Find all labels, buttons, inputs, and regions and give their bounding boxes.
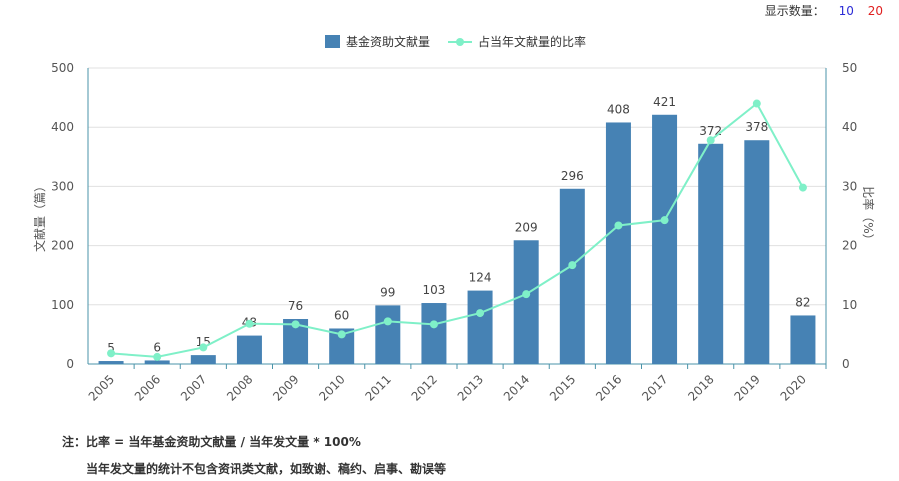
bar: [744, 140, 770, 364]
ratio-point: [522, 290, 531, 299]
legend-bar-label: 基金资助文献量: [346, 34, 430, 49]
y2-axis-title: 比率（%）: [861, 186, 876, 245]
x-tick-label: 2008: [224, 372, 255, 403]
y-axis-title: 文献量（篇）: [32, 180, 47, 252]
ratio-point: [798, 183, 807, 192]
bar: [513, 240, 539, 364]
ratio-point: [337, 330, 346, 339]
x-tick-label: 2017: [639, 372, 670, 403]
ratio-point: [568, 261, 577, 270]
bar-value-label: 76: [288, 299, 303, 313]
x-tick-label: 2012: [409, 372, 440, 403]
bar-value-label: 103: [422, 283, 445, 297]
x-tick-label: 2019: [731, 372, 762, 403]
bar-value-label: 99: [380, 285, 395, 299]
bar: [421, 303, 447, 364]
legend-line-marker: [456, 38, 464, 46]
ratio-point: [291, 320, 300, 329]
bar-value-label: 209: [515, 220, 538, 234]
bar: [236, 335, 262, 364]
y-tick-label: 500: [51, 61, 74, 75]
y2-tick-label: 40: [842, 120, 857, 134]
bar: [144, 360, 170, 364]
y2-tick-label: 50: [842, 61, 857, 75]
ratio-point: [476, 309, 485, 318]
display-count-control: 显示数量： 10 20: [765, 2, 883, 19]
bar: [652, 114, 678, 364]
y2-tick-label: 0: [842, 357, 850, 371]
display-count-10-option[interactable]: 10: [838, 4, 854, 18]
ratio-point: [383, 317, 392, 326]
bar-value-label: 6: [153, 340, 161, 354]
legend-bar-swatch: [325, 35, 340, 48]
x-tick-label: 2007: [178, 372, 209, 403]
bar: [698, 143, 724, 364]
bar-value-label: 421: [653, 95, 676, 109]
bar-value-label: 378: [745, 120, 768, 134]
bar-value-label: 60: [334, 308, 349, 322]
ratio-point: [752, 99, 761, 108]
y2-tick-label: 30: [842, 179, 857, 193]
bar-value-label: 82: [795, 295, 810, 309]
bar: [605, 122, 631, 365]
x-tick-label: 2005: [86, 372, 117, 403]
bar: [375, 305, 401, 364]
y-tick-label: 300: [51, 179, 74, 193]
legend-line-label: 占当年文献量的比率: [478, 34, 586, 49]
bar-value-label: 372: [699, 124, 722, 138]
bar-value-label: 5: [107, 341, 115, 355]
funding-literature-chart: 0 100 200 300 400 500 0 10 20 30 40 50 文献量（篇） 比率（%） 20…: [32, 34, 876, 404]
y-tick-label: 100: [51, 298, 74, 312]
display-count-label: 显示数量：: [764, 4, 825, 18]
x-tick-label: 2006: [132, 372, 163, 403]
x-tick-label: 2010: [316, 372, 347, 403]
y-tick-label: 200: [51, 239, 74, 253]
x-tick-label: 2013: [455, 372, 486, 403]
bar: [98, 361, 124, 364]
ratio-point: [429, 320, 438, 329]
note-line-2: 当年发文量的统计不包含资讯类文献，如致谢、稿约、启事、勘误等: [86, 462, 447, 476]
x-tick-label: 2011: [362, 372, 393, 403]
ratio-point: [245, 319, 254, 328]
x-tick-label: 2015: [547, 372, 578, 403]
bar: [190, 355, 216, 364]
bar-value-label: 408: [607, 102, 630, 116]
x-tick-label: 2009: [270, 372, 301, 403]
note-line-1: 注：比率 = 当年基金资助文献量 / 当年发文量 * 100%: [62, 435, 361, 449]
ratio-point: [199, 343, 208, 352]
ratio-point: [153, 352, 162, 361]
display-count-20-option[interactable]: 20: [867, 4, 883, 18]
x-tick-label: 2018: [685, 372, 716, 403]
x-tick-label: 2020: [778, 372, 809, 403]
bar-value-label: 296: [561, 169, 584, 183]
y2-tick-label: 20: [842, 239, 857, 253]
y-tick-label: 0: [66, 357, 74, 371]
y-tick-label: 400: [51, 120, 74, 134]
x-tick-label: 2016: [593, 372, 624, 403]
bar: [559, 188, 585, 364]
x-tick-label: 2014: [501, 372, 532, 403]
ratio-point: [660, 216, 669, 225]
ratio-point: [614, 221, 623, 230]
ratio-point: [706, 136, 715, 145]
ratio-line: [110, 101, 804, 358]
ratio-point: [107, 349, 116, 358]
y2-tick-label: 10: [842, 298, 857, 312]
bar-value-label: 124: [469, 271, 492, 285]
bar: [467, 290, 493, 364]
bar: [790, 315, 816, 364]
